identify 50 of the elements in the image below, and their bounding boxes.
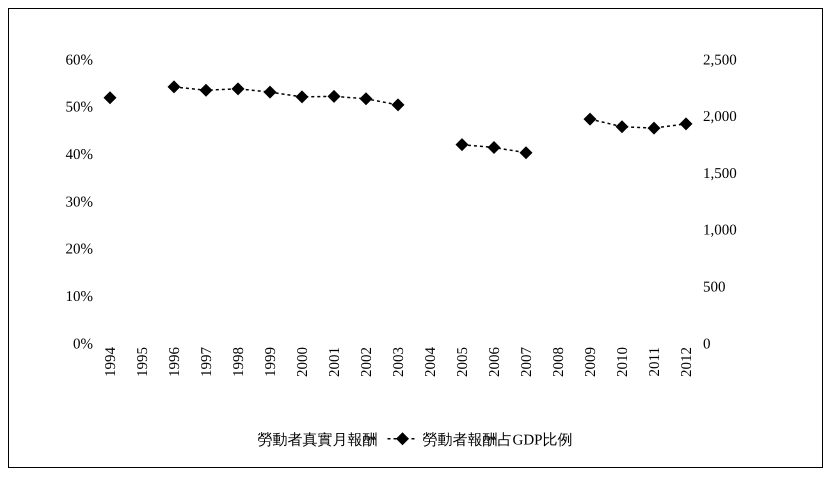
point (232, 82, 244, 96)
x-tick-label: 1997 (198, 346, 215, 377)
x-tick-label: 2008 (550, 347, 567, 377)
y-tick-label: 60% (66, 52, 93, 68)
point (488, 141, 500, 154)
y2-tick-label: 2,500 (703, 52, 737, 68)
point (584, 112, 596, 126)
x-tick-label: 2006 (486, 346, 503, 377)
x-tick-label: 2001 (326, 347, 343, 377)
x-tick-label: 2007 (518, 346, 535, 377)
x-tick-label: 1999 (262, 347, 279, 377)
point (520, 146, 532, 160)
point (264, 86, 276, 99)
point (296, 90, 308, 104)
point (328, 90, 340, 103)
point (104, 91, 116, 104)
x-tick-label: 2012 (678, 347, 695, 377)
x-tick-label: 2003 (390, 347, 407, 377)
text: 勞動者真實月報酬 (258, 432, 378, 449)
point (648, 122, 660, 135)
point (200, 84, 212, 97)
x-tick-label: 2002 (358, 347, 375, 377)
legend-label: 勞動者報酬占GDP比例 (422, 432, 573, 449)
point (680, 117, 692, 130)
y-tick-label: 10% (66, 288, 93, 305)
y2-tick-label: 1,000 (703, 222, 737, 239)
y-tick-label: 40% (66, 146, 93, 163)
x-tick-label: 2005 (454, 347, 471, 377)
x-tick-label: 1998 (230, 347, 247, 377)
x-tick-label: 1996 (166, 346, 183, 377)
y-tick-label: 50% (66, 100, 93, 116)
point (360, 92, 372, 106)
x-tick-label: 2011 (646, 347, 663, 376)
x-tick-label: 2010 (614, 347, 631, 377)
y-tick-label: 20% (66, 242, 93, 258)
y-tick-label: 0% (73, 336, 93, 352)
x-tick-label: 1995 (134, 347, 151, 377)
point (392, 98, 404, 112)
x-tick-label: 2009 (582, 347, 599, 377)
x-tick-label: 2004 (422, 346, 439, 377)
y2-tick-label: 500 (703, 279, 726, 296)
y-tick-label: 30% (66, 194, 93, 210)
y2-tick-label: 0 (703, 336, 710, 352)
point (616, 120, 628, 134)
x-tick-label: 1994 (102, 346, 119, 377)
y2-tick-label: 2,000 (703, 109, 737, 126)
point (168, 80, 180, 94)
y2-tick-label: 1,500 (703, 166, 737, 182)
point (456, 138, 468, 152)
x-tick-label: 2000 (294, 347, 311, 377)
